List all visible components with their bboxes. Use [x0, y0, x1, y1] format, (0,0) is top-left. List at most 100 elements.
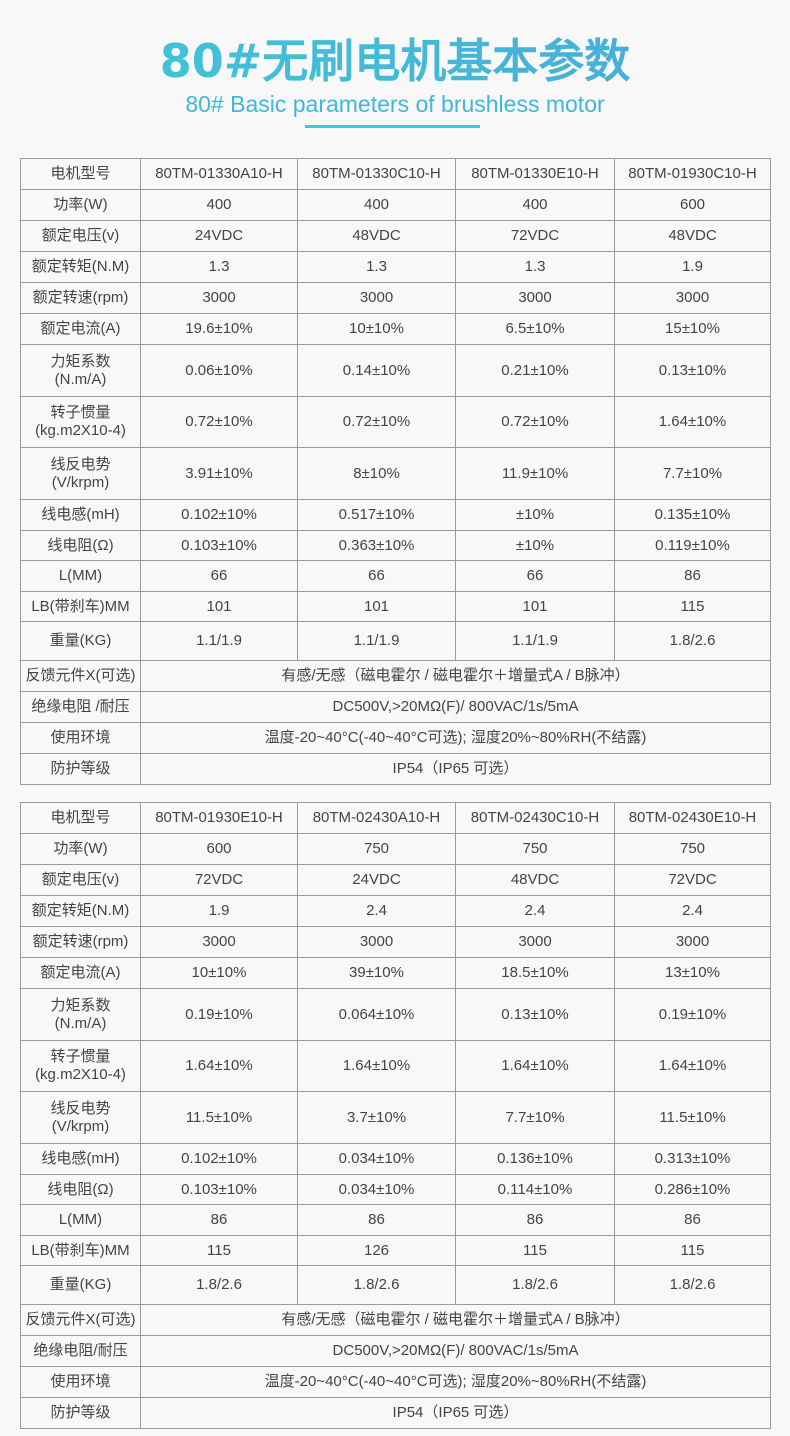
table-cell: 86: [140, 1204, 298, 1236]
table-cell: IP54（IP65 可选）: [140, 1397, 771, 1429]
table-cell: 13±10%: [614, 957, 771, 989]
table-cell: 3000: [140, 282, 298, 314]
row-label: 绝缘电阻 /耐压: [20, 691, 141, 723]
table-cell: 0.19±10%: [614, 988, 771, 1041]
table-cell: 1.9: [614, 251, 771, 283]
table-cell: 48VDC: [455, 864, 615, 896]
table-row: 电机型号 80TM-01930E10-H 80TM-02430A10-H 80TM-0…: [20, 802, 771, 834]
page-title: 80#无刷电机基本参数: [0, 30, 790, 92]
table-cell: 72VDC: [455, 220, 615, 252]
table-row: LB(带刹车)MM 101 101 101 115: [20, 591, 771, 622]
table-cell: 72VDC: [614, 864, 771, 896]
row-label: 线电感(mH): [20, 499, 141, 531]
table-cell: 1.1/1.9: [455, 621, 615, 661]
row-label: 线电阻(Ω): [20, 1174, 141, 1205]
table-row: 额定转速(rpm) 3000 3000 3000 3000: [20, 282, 771, 314]
table-row: 力矩系数 (N.m/A) 0.19±10% 0.064±10% 0.13±10% 0.1…: [20, 988, 771, 1041]
row-label: 线反电势 (V/krpm): [20, 1091, 141, 1144]
table-cell: 80TM-01330E10-H: [455, 158, 615, 190]
table-cell: 115: [614, 1235, 771, 1266]
row-label: 电机型号: [20, 158, 141, 190]
row-label: 使用环境: [20, 1366, 141, 1398]
table-row: 功率(W) 400 400 400 600: [20, 189, 771, 221]
table-cell: 8±10%: [297, 447, 456, 500]
table-row: 防护等级 IP54（IP65 可选）: [20, 1397, 771, 1429]
table-cell: 86: [455, 1204, 615, 1236]
row-label: 额定转矩(N.M): [20, 251, 141, 283]
row-label: 电机型号: [20, 802, 141, 834]
table-cell: 2.4: [297, 895, 456, 927]
row-label: 额定电压(v): [20, 864, 141, 896]
row-label: 额定电压(v): [20, 220, 141, 252]
table-cell: ±10%: [455, 499, 615, 531]
row-label: 重量(KG): [20, 621, 141, 661]
table-cell: 66: [297, 560, 456, 592]
row-label: 功率(W): [20, 833, 141, 865]
table-cell: 3000: [140, 926, 298, 958]
table-row: 额定转矩(N.M) 1.9 2.4 2.4 2.4: [20, 895, 771, 927]
table-cell: 有感/无感（磁电霍尔 / 磁电霍尔＋增量式A / B脉冲）: [140, 1304, 771, 1336]
table-cell: 80TM-01930E10-H: [140, 802, 298, 834]
row-label: 反馈元件X(可选): [20, 1304, 141, 1336]
table-cell: 1.64±10%: [140, 1040, 298, 1092]
table-cell: 0.103±10%: [140, 1174, 298, 1205]
table-row: LB(带刹车)MM 115 126 115 115: [20, 1235, 771, 1266]
table-row: 额定电压(v) 24VDC 48VDC 72VDC 48VDC: [20, 220, 771, 252]
table-cell: 66: [140, 560, 298, 592]
row-label: 转子惯量 (kg.m2X10-4): [20, 396, 141, 448]
table-cell: 1.64±10%: [614, 1040, 771, 1092]
table-cell: 温度-20~40°C(-40~40°C可选); 湿度20%~80%RH(不结露): [140, 722, 771, 754]
table-cell: 0.103±10%: [140, 530, 298, 561]
table-cell: 2.4: [614, 895, 771, 927]
table-row: 额定电流(A) 10±10% 39±10% 18.5±10% 13±10%: [20, 957, 771, 989]
row-label: 额定转矩(N.M): [20, 895, 141, 927]
table-cell: 0.102±10%: [140, 1143, 298, 1175]
table-cell: 101: [140, 591, 298, 622]
table-row: 线电阻(Ω) 0.103±10% 0.363±10% ±10% 0.119±10%: [20, 530, 771, 561]
table-cell: 0.72±10%: [297, 396, 456, 448]
table-cell: 0.517±10%: [297, 499, 456, 531]
table-cell: 0.06±10%: [140, 344, 298, 397]
table-cell: 80TM-02430A10-H: [297, 802, 456, 834]
table-cell: DC500V,>20MΩ(F)/ 800VAC/1s/5mA: [140, 691, 771, 723]
table-cell: 1.3: [140, 251, 298, 283]
table-cell: 3.7±10%: [297, 1091, 456, 1144]
table-cell: 80TM-02430C10-H: [455, 802, 615, 834]
table-cell: 750: [297, 833, 456, 865]
table-cell: 400: [297, 189, 456, 221]
table-cell: IP54（IP65 可选）: [140, 753, 771, 785]
table-cell: 66: [455, 560, 615, 592]
table-cell: 0.114±10%: [455, 1174, 615, 1205]
table-cell: 115: [455, 1235, 615, 1266]
table-cell: 3000: [614, 926, 771, 958]
table-cell: 0.19±10%: [140, 988, 298, 1041]
table-cell: 126: [297, 1235, 456, 1266]
row-label: 防护等级: [20, 1397, 141, 1429]
table-cell: 1.8/2.6: [614, 1265, 771, 1305]
table-cell: 80TM-01330A10-H: [140, 158, 298, 190]
table-cell: 0.72±10%: [140, 396, 298, 448]
table-cell: 80TM-01330C10-H: [297, 158, 456, 190]
table-cell: 750: [455, 833, 615, 865]
table-row: 额定转矩(N.M) 1.3 1.3 1.3 1.9: [20, 251, 771, 283]
table-cell: 3000: [297, 926, 456, 958]
table-cell: 0.72±10%: [455, 396, 615, 448]
table-cell: 24VDC: [140, 220, 298, 252]
spec-table-1: 电机型号 80TM-01330A10-H 80TM-01330C10-H 80TM-0…: [20, 158, 771, 785]
table-cell: 0.064±10%: [297, 988, 456, 1041]
table-cell: 0.135±10%: [614, 499, 771, 531]
table-cell: 600: [140, 833, 298, 865]
table-row: 重量(KG) 1.8/2.6 1.8/2.6 1.8/2.6 1.8/2.6: [20, 1265, 771, 1305]
table-cell: 400: [140, 189, 298, 221]
row-label: L(MM): [20, 1204, 141, 1236]
table-row: 额定电流(A) 19.6±10% 10±10% 6.5±10% 15±10%: [20, 313, 771, 345]
table-row: 使用环境 温度-20~40°C(-40~40°C可选); 湿度20%~80%RH(…: [20, 722, 771, 754]
row-label: 转子惯量 (kg.m2X10-4): [20, 1040, 141, 1092]
table-cell: DC500V,>20MΩ(F)/ 800VAC/1s/5mA: [140, 1335, 771, 1367]
table-cell: 101: [455, 591, 615, 622]
table-cell: 0.14±10%: [297, 344, 456, 397]
table-cell: 0.13±10%: [614, 344, 771, 397]
table-cell: 0.119±10%: [614, 530, 771, 561]
row-label: 额定转速(rpm): [20, 282, 141, 314]
table-cell: 1.64±10%: [297, 1040, 456, 1092]
